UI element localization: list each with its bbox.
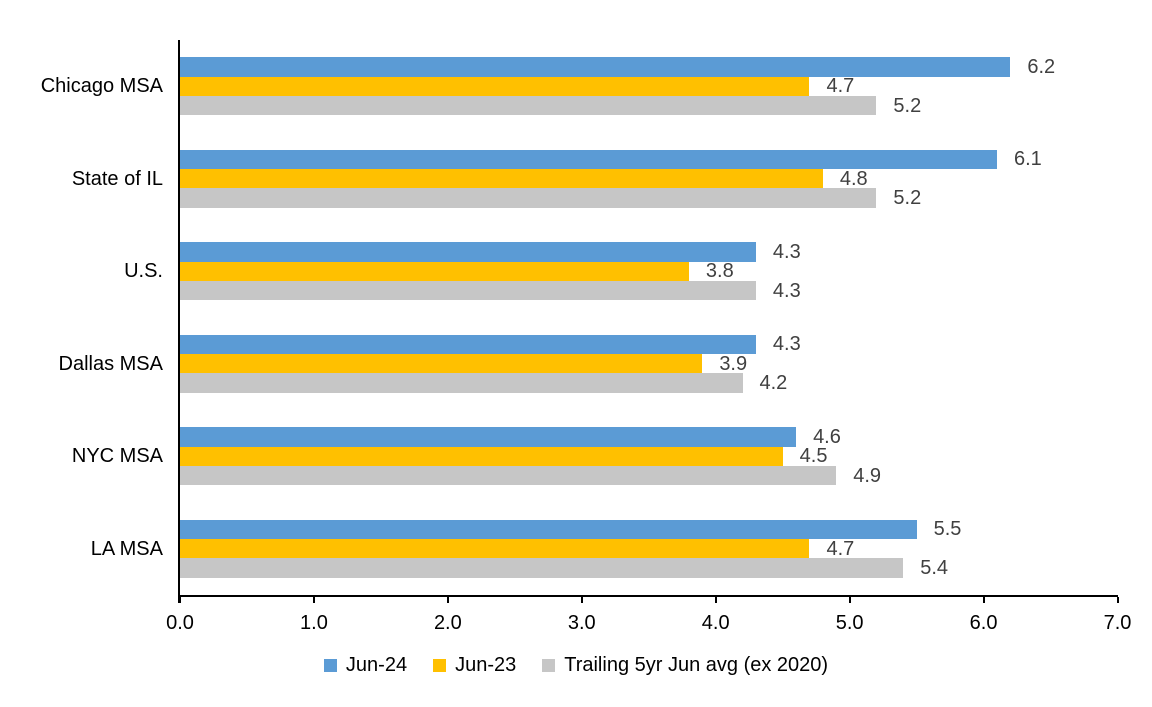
legend: Jun-24 Jun-23 Trailing 5yr Jun avg (ex 202…: [0, 652, 1152, 678]
value-label-trailing-5yr-jun-avg-ex-2020-chicago-msa: 5.2: [893, 94, 922, 117]
bar-jun-24-u-s: [180, 242, 756, 262]
category-label-chicago-msa: Chicago MSA: [40, 75, 163, 98]
y-axis-line: [178, 40, 180, 603]
x-axis-tick: [312, 597, 315, 603]
x-axis-tick-label: 4.0: [701, 612, 730, 634]
x-axis-tick: [1116, 597, 1119, 603]
value-label-trailing-5yr-jun-avg-ex-2020-la-msa: 5.4: [920, 557, 949, 580]
bar-trailing-5yr-jun-avg-ex-2020-chicago-msa: [180, 95, 877, 116]
bar-jun-23-la-msa: [180, 539, 810, 559]
bar-jun-24-chicago-msa: [180, 57, 1011, 77]
legend-swatch-trailing-5yr-jun-avg-ex-2020: [542, 658, 556, 672]
value-label-jun-24-dallas-msa: 4.3: [772, 333, 801, 356]
x-axis-tick: [580, 597, 583, 603]
x-axis-tick-label: 1.0: [300, 612, 328, 634]
value-label-jun-23-u-s: 3.8: [705, 260, 734, 283]
value-label-jun-23-state-of-il: 4.8: [839, 167, 868, 190]
value-label-jun-24-la-msa: 5.5: [933, 518, 962, 541]
value-label-trailing-5yr-jun-avg-ex-2020-nyc-msa: 4.9: [853, 464, 882, 487]
value-label-trailing-5yr-jun-avg-ex-2020-u-s: 4.3: [772, 279, 801, 302]
x-axis-tick-label: 0.0: [166, 612, 194, 634]
value-label-jun-24-state-of-il: 6.1: [1013, 148, 1042, 171]
legend-label-jun-23: Jun-23: [455, 653, 517, 676]
value-label-jun-23-nyc-msa: 4.5: [799, 445, 828, 468]
bar-trailing-5yr-jun-avg-ex-2020-u-s: [180, 280, 756, 301]
value-label-jun-24-u-s: 4.3: [772, 240, 801, 263]
value-label-jun-23-dallas-msa: 3.9: [719, 352, 748, 375]
legend-swatch-jun-24: [323, 658, 337, 672]
value-label-jun-23-la-msa: 4.7: [826, 537, 855, 560]
x-axis-tick-label: 2.0: [433, 612, 462, 634]
bar-jun-24-nyc-msa: [180, 427, 797, 447]
bar-jun-23-dallas-msa: [180, 354, 703, 374]
bar-trailing-5yr-jun-avg-ex-2020-dallas-msa: [180, 373, 743, 393]
category-label-dallas-msa: Dallas MSA: [58, 352, 163, 375]
legend-label-jun-24: Jun-24: [345, 653, 408, 676]
value-label-jun-23-chicago-msa: 4.7: [826, 75, 855, 98]
category-label-la-msa: LA MSA: [90, 537, 163, 560]
x-axis-line: [178, 595, 1118, 597]
bar-trailing-5yr-jun-avg-ex-2020-nyc-msa: [180, 465, 837, 486]
bar-jun-23-nyc-msa: [180, 446, 783, 466]
legend-item-trailing-5yr-jun-avg-ex-2020: Trailing 5yr Jun avg (ex 2020): [542, 654, 828, 677]
bar-jun-24-state-of-il: [180, 149, 997, 170]
x-axis-tick: [982, 597, 985, 603]
value-label-jun-24-chicago-msa: 6.2: [1027, 55, 1056, 78]
legend-label-trailing-5yr-jun-avg-ex-2020: Trailing 5yr Jun avg (ex 2020): [564, 653, 829, 676]
x-axis-tick: [714, 597, 717, 603]
x-axis-tick-label: 7.0: [1103, 612, 1132, 634]
x-axis-tick-label: 6.0: [969, 612, 998, 634]
bar-jun-24-la-msa: [180, 519, 917, 540]
bar-jun-23-chicago-msa: [180, 76, 810, 96]
x-axis-tick-label: 3.0: [567, 612, 596, 634]
bar-jun-24-dallas-msa: [180, 334, 756, 355]
x-axis-tick: [848, 597, 851, 603]
value-label-jun-24-nyc-msa: 4.6: [813, 425, 841, 448]
bar-trailing-5yr-jun-avg-ex-2020-la-msa: [180, 558, 904, 578]
category-label-state-of-il: State of IL: [71, 167, 163, 190]
x-axis-tick: [179, 597, 181, 603]
bar-trailing-5yr-jun-avg-ex-2020-state-of-il: [180, 188, 877, 208]
x-axis-tick-label: 5.0: [835, 612, 864, 634]
category-label-nyc-msa: NYC MSA: [71, 445, 163, 468]
legend-swatch-jun-23: [433, 658, 447, 672]
bar-jun-23-state-of-il: [180, 169, 823, 189]
category-label-u-s: U.S.: [124, 260, 163, 283]
legend-item-jun-24: Jun-24: [323, 653, 408, 677]
legend-item-jun-23: Jun-23: [433, 654, 516, 677]
value-label-trailing-5yr-jun-avg-ex-2020-state-of-il: 5.2: [893, 187, 922, 210]
x-axis-tick: [446, 597, 449, 603]
bar-jun-23-u-s: [180, 261, 689, 281]
value-label-trailing-5yr-jun-avg-ex-2020-dallas-msa: 4.2: [759, 372, 788, 395]
